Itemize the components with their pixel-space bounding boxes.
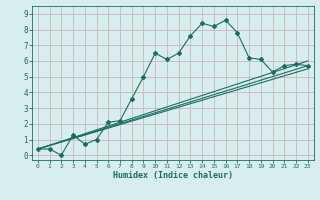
X-axis label: Humidex (Indice chaleur): Humidex (Indice chaleur) — [113, 171, 233, 180]
